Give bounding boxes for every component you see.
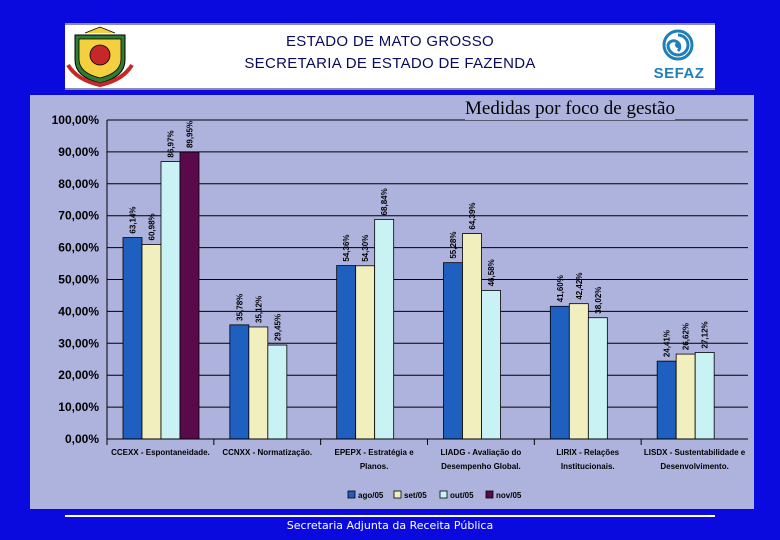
data-label: 41,60%: [556, 275, 565, 302]
x-category-label: Desenvolvimento.: [660, 462, 728, 471]
bar: [675, 353, 696, 440]
legend-label: set/05: [404, 491, 427, 500]
y-tick-label: 10,00%: [58, 400, 99, 414]
bar: [443, 262, 463, 440]
bar: [160, 161, 181, 440]
x-category-label: CCEXX - Espontaneidade.: [111, 448, 210, 457]
data-label: 42,42%: [575, 273, 584, 300]
y-tick-label: 30,00%: [58, 336, 99, 350]
header-banner: ESTADO DE MATO GROSSO SECRETARIA DE ESTA…: [65, 23, 715, 90]
x-category-label: EPEPX - Estratégia e: [335, 448, 415, 457]
y-tick-label: 0,00%: [65, 432, 99, 446]
data-label: 54,30%: [361, 235, 370, 262]
bar: [248, 326, 269, 440]
bar: [336, 265, 357, 440]
data-label: 86,97%: [167, 130, 176, 157]
footer-divider: [65, 515, 715, 517]
data-label: 55,28%: [449, 232, 458, 259]
legend-label: nov/05: [496, 491, 522, 500]
chart-title: Medidas por foco de gestão: [465, 98, 675, 120]
bar: [481, 290, 501, 440]
data-label: 26,62%: [682, 323, 691, 350]
data-label: 35,12%: [254, 296, 263, 323]
data-label: 29,45%: [273, 314, 282, 341]
sefaz-logo-text: SEFAZ: [653, 65, 705, 82]
bar: [587, 317, 608, 440]
data-label: 63,14%: [129, 206, 138, 233]
y-tick-label: 80,00%: [58, 177, 99, 191]
x-category-label: LISDX - Sustentabilidade e: [644, 448, 746, 457]
bar: [568, 303, 589, 440]
y-tick-label: 90,00%: [58, 145, 99, 159]
y-tick-label: 40,00%: [58, 304, 99, 318]
data-label: 54,36%: [342, 234, 351, 261]
data-label: 60,98%: [148, 213, 157, 240]
x-category-label: CCNXX - Normatização.: [222, 448, 312, 457]
bar: [656, 360, 677, 440]
sefaz-logo: SEFAZ: [641, 25, 715, 88]
bar: [179, 151, 200, 440]
legend-swatch: [347, 490, 356, 499]
bar: [229, 324, 250, 440]
bar: [122, 237, 143, 440]
data-label: 24,41%: [663, 330, 672, 357]
data-label: 38,02%: [594, 287, 603, 314]
bar: [141, 244, 162, 440]
header-line-2: SECRETARIA DE ESTADO DE FAZENDA: [244, 55, 536, 72]
bar: [374, 219, 395, 440]
legend-label: ago/05: [358, 491, 384, 500]
data-label: 68,84%: [380, 188, 389, 215]
state-crest-icon: [66, 26, 134, 88]
legend-label: out/05: [450, 491, 474, 500]
bar: [549, 305, 570, 440]
y-tick-label: 100,00%: [52, 113, 100, 127]
legend-swatch: [485, 490, 494, 499]
header-line-1: ESTADO DE MATO GROSSO: [286, 33, 494, 50]
y-tick-label: 20,00%: [58, 368, 99, 382]
data-label: 46,58%: [487, 259, 496, 286]
y-tick-label: 50,00%: [58, 273, 99, 287]
bar: [355, 265, 376, 440]
data-label: 35,78%: [235, 294, 244, 321]
sefaz-swirl-icon: [662, 29, 694, 61]
x-category-label: Desempenho Global.: [441, 462, 521, 471]
footer-text: Secretaria Adjunta da Receita Pública: [286, 519, 494, 532]
legend-swatch: [439, 490, 448, 499]
bar: [694, 352, 715, 440]
data-label: 64,39%: [468, 202, 477, 229]
bar: [462, 233, 482, 440]
bar: [267, 344, 288, 440]
x-category-label: LIADG - Avaliação do: [441, 448, 522, 457]
x-category-label: Planos.: [360, 462, 388, 471]
legend-swatch: [393, 490, 402, 499]
x-category-label: LIRIX - Relações: [556, 448, 619, 457]
data-label: 89,95%: [186, 121, 195, 148]
y-tick-label: 60,00%: [58, 241, 99, 255]
y-tick-label: 70,00%: [58, 209, 99, 223]
bar-chart: 0,00% 10,00% 20,00% 30,00% 40,00% 50,00% 60,00…: [52, 113, 748, 500]
x-category-label: Institucionais.: [561, 462, 615, 471]
data-label: 27,12%: [701, 321, 710, 348]
